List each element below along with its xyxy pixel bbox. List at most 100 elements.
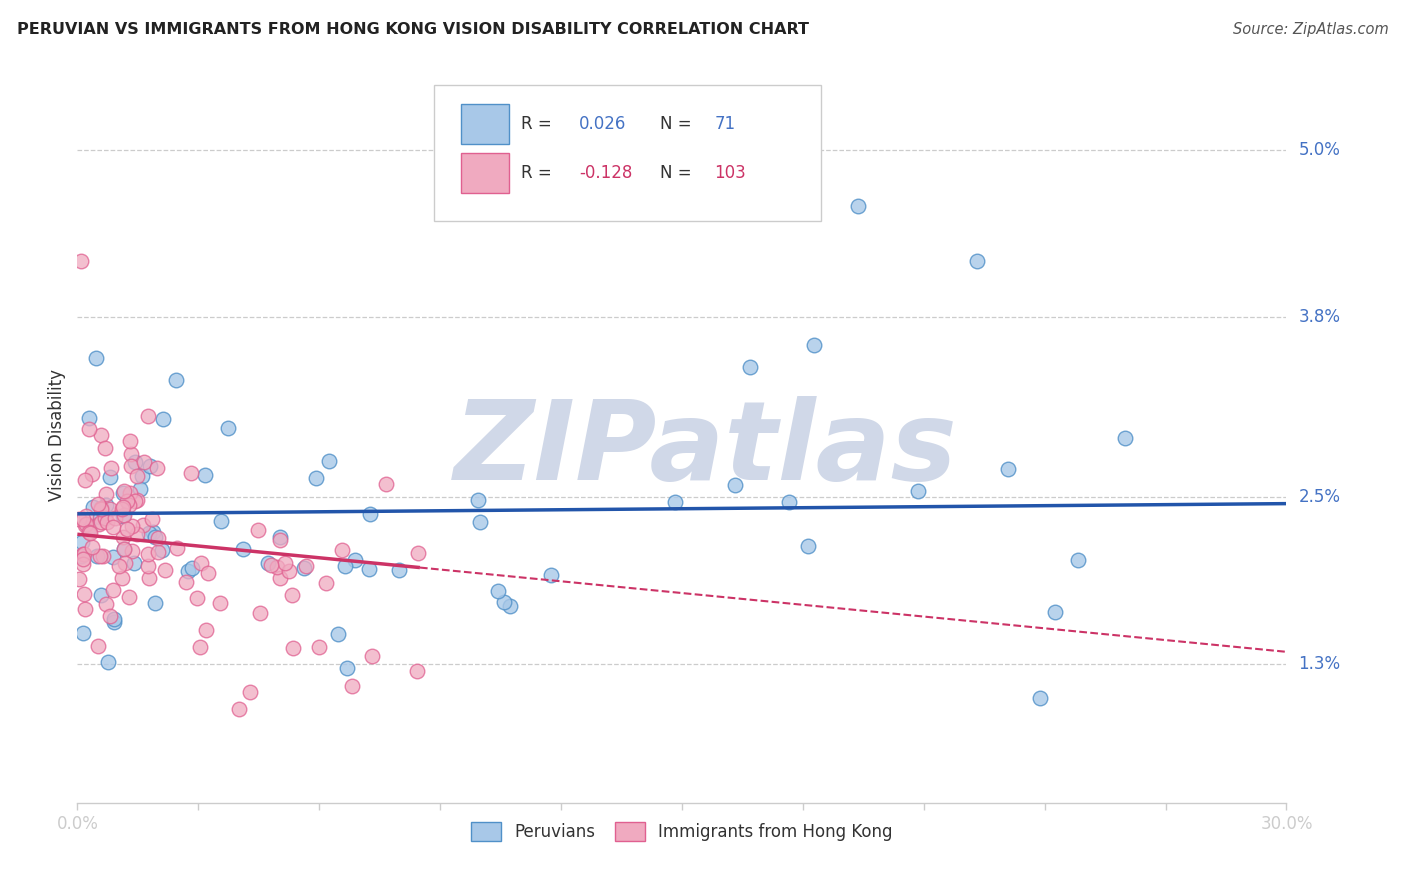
Point — [305, 471, 328, 485]
Point — [283, 641, 305, 656]
Point — [124, 493, 146, 508]
Point — [87, 639, 110, 653]
Point — [84, 351, 107, 366]
Point — [103, 611, 125, 625]
Point — [70, 535, 93, 549]
Point — [75, 509, 97, 524]
Point — [121, 519, 143, 533]
Point — [239, 685, 262, 699]
Point — [98, 470, 121, 484]
Point — [96, 487, 118, 501]
Point — [335, 559, 357, 574]
Point — [342, 679, 364, 693]
Point — [1114, 431, 1136, 445]
Point — [121, 543, 143, 558]
Point — [72, 547, 94, 561]
Text: 5.0%: 5.0% — [1299, 141, 1340, 159]
Point — [907, 484, 929, 499]
Point — [281, 588, 304, 602]
Point — [326, 626, 349, 640]
Point — [492, 595, 515, 609]
Point — [467, 492, 489, 507]
Point — [136, 409, 159, 423]
Text: 71: 71 — [714, 115, 735, 133]
Point — [93, 511, 115, 525]
Point — [73, 517, 96, 532]
Point — [1029, 690, 1052, 705]
Point — [247, 523, 270, 537]
Point — [406, 664, 429, 678]
Point — [118, 434, 141, 448]
Point — [166, 541, 188, 555]
Point — [359, 561, 381, 575]
Point — [966, 254, 988, 268]
Point — [138, 571, 160, 585]
Point — [111, 571, 134, 585]
Point — [122, 556, 145, 570]
Point — [406, 546, 429, 560]
Point — [797, 539, 820, 553]
Point — [143, 530, 166, 544]
Point — [336, 661, 359, 675]
Point — [136, 547, 159, 561]
Point — [82, 540, 104, 554]
Point — [79, 526, 101, 541]
Text: R =: R = — [522, 164, 557, 182]
Text: 2.5%: 2.5% — [1299, 488, 1340, 507]
Point — [194, 468, 217, 483]
Point — [104, 511, 127, 525]
Point — [180, 466, 202, 480]
Text: 0.026: 0.026 — [579, 115, 627, 133]
Point — [89, 510, 111, 524]
Legend: Peruvians, Immigrants from Hong Kong: Peruvians, Immigrants from Hong Kong — [463, 814, 901, 850]
Point — [177, 564, 200, 578]
Text: N =: N = — [661, 115, 697, 133]
Point — [90, 588, 112, 602]
Point — [195, 623, 218, 637]
Point — [197, 566, 219, 580]
Point — [657, 199, 679, 213]
Point — [124, 455, 146, 469]
Point — [90, 502, 112, 516]
Point — [90, 428, 112, 442]
Point — [138, 458, 160, 473]
Point — [89, 549, 111, 564]
Point — [136, 558, 159, 573]
Text: 1.3%: 1.3% — [1299, 655, 1341, 673]
Point — [93, 441, 115, 455]
Point — [1067, 552, 1090, 566]
Point — [120, 447, 142, 461]
Point — [186, 591, 208, 606]
Point — [101, 520, 124, 534]
Point — [91, 549, 114, 564]
Point — [82, 500, 104, 515]
Point — [470, 516, 492, 530]
FancyBboxPatch shape — [461, 153, 509, 194]
Point — [72, 626, 94, 640]
Point — [294, 559, 316, 574]
Point — [67, 511, 90, 525]
Point — [997, 462, 1019, 476]
Point — [778, 495, 800, 509]
Point — [150, 543, 173, 558]
FancyBboxPatch shape — [461, 103, 509, 145]
Point — [315, 576, 337, 591]
Point — [73, 547, 96, 561]
Point — [101, 549, 124, 564]
Point — [269, 533, 291, 548]
Text: -0.128: -0.128 — [579, 164, 633, 182]
Point — [125, 469, 148, 483]
Point — [217, 421, 239, 435]
Point — [86, 549, 108, 563]
Text: N =: N = — [661, 164, 697, 182]
Point — [73, 587, 96, 601]
Point — [111, 486, 134, 500]
Point — [98, 609, 121, 624]
Point — [846, 199, 869, 213]
Point — [96, 516, 118, 530]
Point — [361, 649, 384, 664]
Point — [269, 571, 291, 585]
FancyBboxPatch shape — [434, 86, 821, 221]
Point — [77, 422, 100, 436]
Point — [120, 459, 142, 474]
